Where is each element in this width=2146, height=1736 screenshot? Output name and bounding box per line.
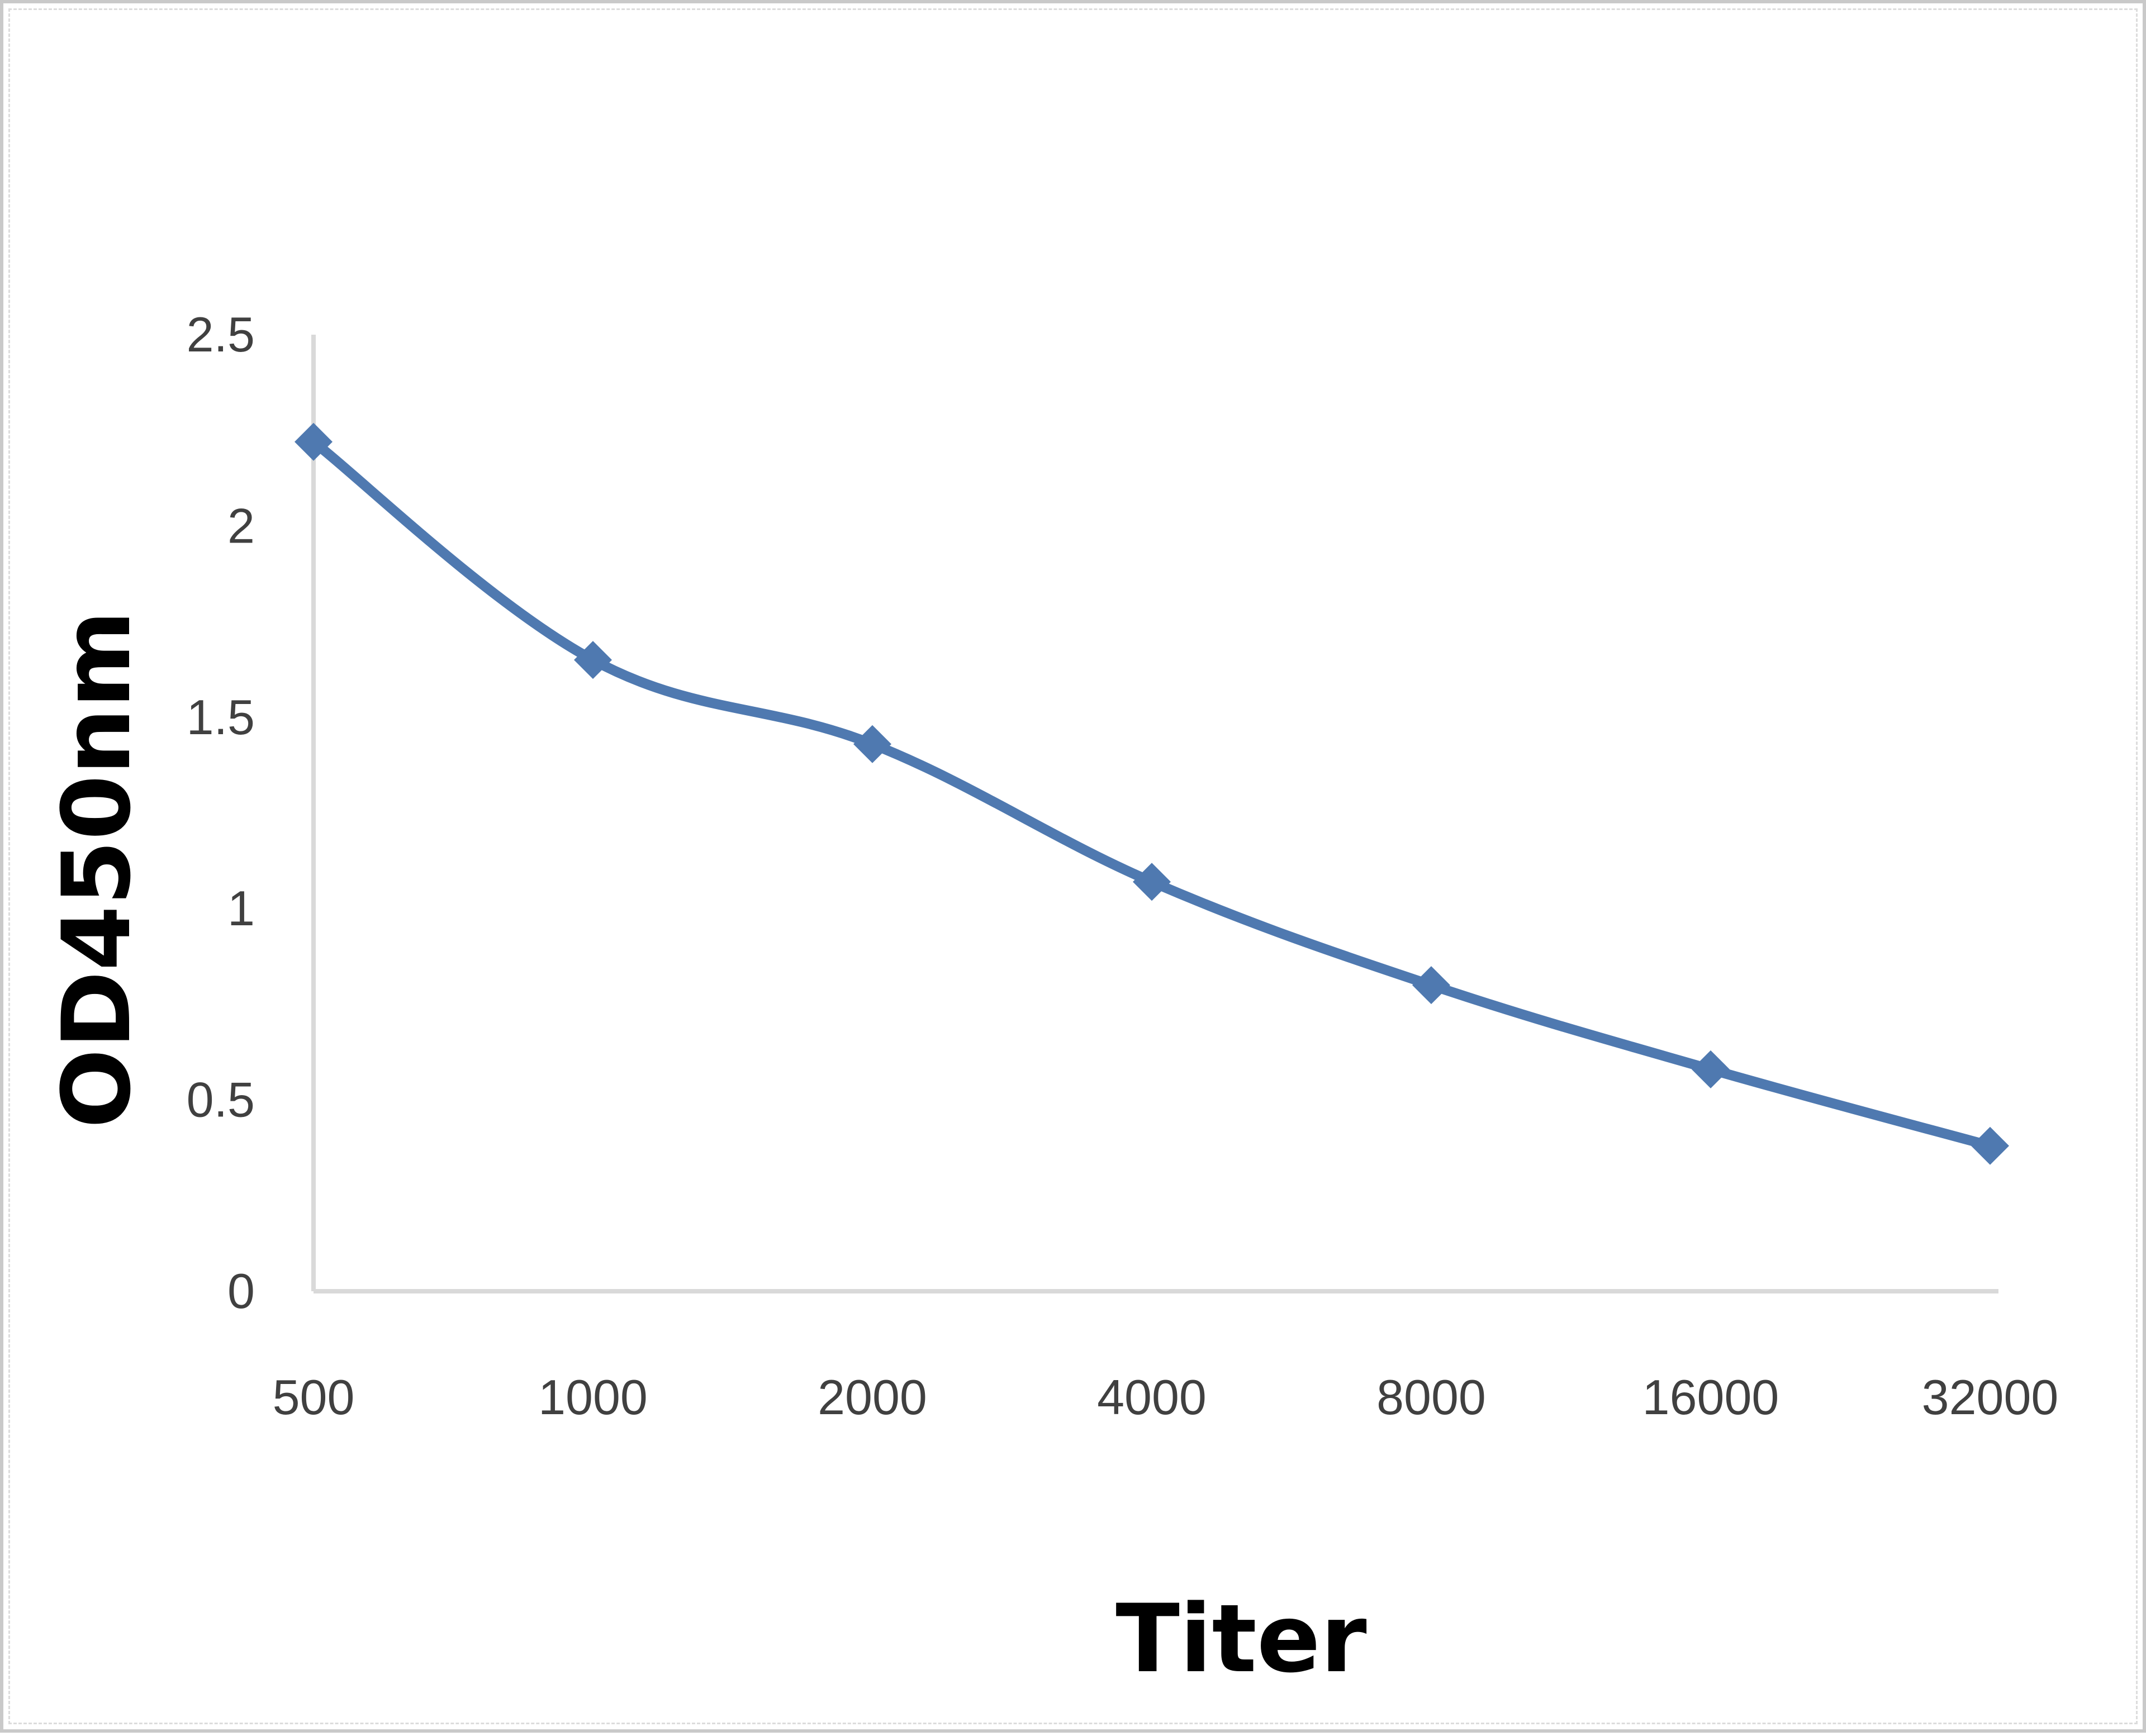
y-tick-label: 0.5 — [187, 1072, 255, 1128]
x-axis-title: Titer — [1115, 1584, 1366, 1694]
x-tick-label: 32000 — [1922, 1369, 2059, 1425]
x-tick-label: 16000 — [1642, 1369, 1779, 1425]
series — [295, 422, 2009, 1165]
x-tick-label: 8000 — [1376, 1369, 1486, 1425]
x-tick-label: 4000 — [1097, 1369, 1207, 1425]
x-tick-label: 2000 — [818, 1369, 927, 1425]
x-tick-labels: 500 1000 2000 4000 8000 16000 32000 — [273, 1369, 2059, 1425]
data-point-marker — [1133, 863, 1171, 901]
y-tick-label: 0 — [227, 1263, 255, 1319]
y-tick-label: 2.5 — [187, 307, 255, 362]
data-point-marker — [853, 725, 891, 763]
data-point-marker — [574, 641, 612, 679]
series-line — [308, 436, 1995, 1151]
y-tick-label: 2 — [227, 498, 255, 553]
data-point-marker — [1971, 1126, 2009, 1165]
y-tick-label: 1.5 — [187, 689, 255, 745]
y-tick-label: 1 — [227, 881, 255, 936]
line-chart: 0 0.5 1 1.5 2 2.5 500 1000 2000 4000 8000 16000 320… — [42, 307, 2059, 1694]
data-point-marker — [1692, 1050, 1730, 1088]
y-axis-title: OD450nm — [42, 610, 151, 1129]
x-tick-label: 500 — [273, 1369, 355, 1425]
axes — [311, 335, 1998, 1293]
y-tick-labels: 0 0.5 1 1.5 2 2.5 — [187, 307, 255, 1319]
data-point-marker — [295, 422, 333, 461]
x-tick-label: 1000 — [538, 1369, 648, 1425]
data-point-marker — [1412, 966, 1450, 1005]
